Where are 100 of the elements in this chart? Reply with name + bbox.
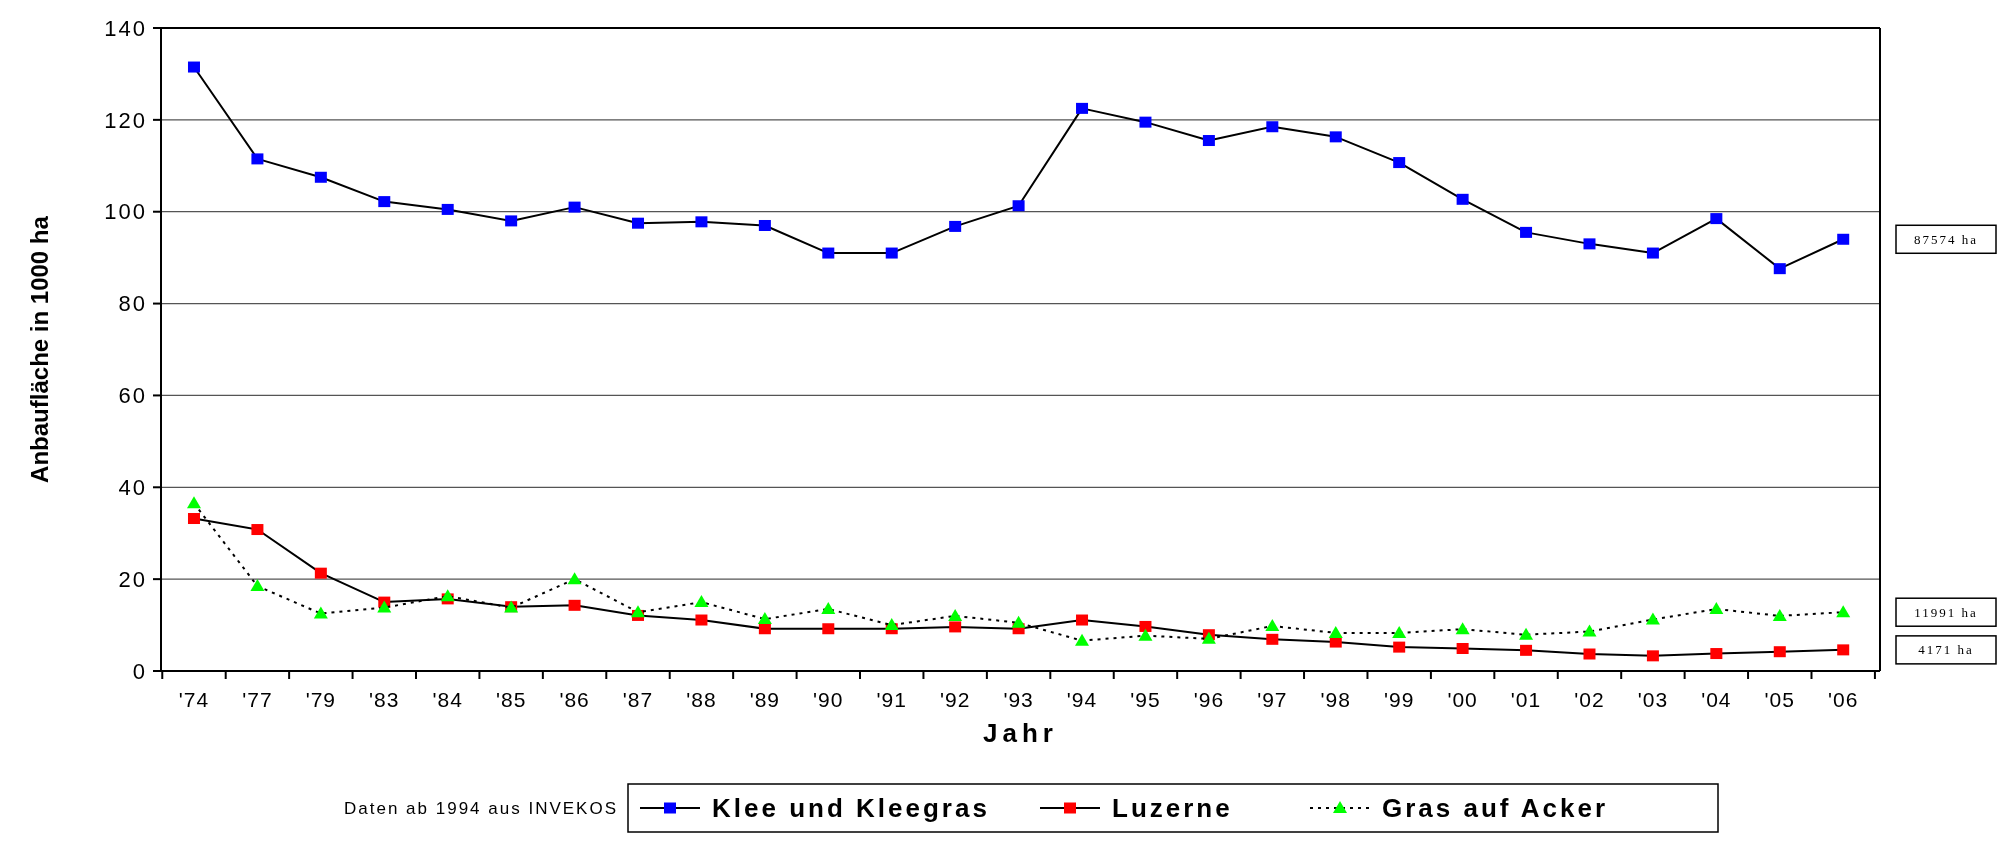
point [1710,213,1723,225]
point [1583,648,1596,660]
point [1138,628,1153,641]
point [821,602,836,614]
legend-label: Klee und Kleegras [712,793,990,824]
point [1709,602,1724,614]
point [1646,247,1659,259]
point [1328,625,1343,638]
point [694,595,709,608]
x-tick-label: '03 [1637,688,1669,711]
point [1329,131,1342,143]
point [1011,615,1026,628]
point [948,608,963,621]
x-tick-label: '98 [1320,688,1351,711]
point [1329,636,1342,648]
x-tick-label: '93 [1003,688,1034,711]
point [1393,641,1406,653]
point [758,219,771,231]
x-tick-label: '02 [1574,688,1605,711]
point [1075,633,1090,646]
x-tick-label: '87 [622,688,654,711]
x-tick-label: '89 [749,688,781,711]
point [1012,200,1025,212]
x-tick-label: '88 [686,688,717,711]
y-tick-label: 100 [104,199,147,225]
text: 4171 ha [1918,642,1974,658]
y-tick-label: 0 [132,658,147,684]
point [885,247,898,259]
point [1773,646,1786,658]
point [632,217,645,229]
point [568,201,581,213]
x-tick-label: '94 [1066,688,1098,711]
point [631,605,646,618]
legend-label: Luzerne [1112,793,1233,824]
point [884,618,899,631]
x-tick-label: '79 [305,688,337,711]
x-tick-label: '92 [939,688,971,711]
x-tick-label: '06 [1828,688,1859,711]
x-tick-label: '95 [1130,688,1161,711]
text: 11991 ha [1914,604,1978,620]
x-tick-label: '85 [495,688,527,711]
y-tick-label: 40 [118,474,147,500]
y-axis-title: Anbaufläche in 1000 ha [26,215,53,483]
y-tick-label: 60 [118,383,147,409]
point [1265,618,1280,631]
x-tick-label: '83 [369,688,400,711]
point [1392,625,1407,638]
point [440,589,455,602]
point [1393,157,1406,169]
point [1710,648,1723,660]
point [1455,622,1470,635]
text: 87574 ha [1913,231,1979,247]
point [186,496,201,509]
x-tick-label: '00 [1447,688,1478,711]
x-tick-label: '97 [1257,688,1288,711]
x-tick-label: '96 [1193,688,1225,711]
y-tick-label: 80 [118,291,147,317]
point [568,599,581,611]
x-tick-label: '74 [178,688,210,711]
point [187,513,200,525]
point [949,220,962,232]
point [505,215,518,227]
point [1646,650,1659,662]
point [250,579,265,592]
x-tick-label: '91 [876,688,907,711]
x-tick-label: '04 [1701,688,1732,711]
point [1202,135,1215,147]
legend-label: Gras auf Acker [1382,793,1609,824]
point [314,171,327,183]
point [251,153,264,165]
x-tick-label: '01 [1510,688,1542,711]
x-axis-title: Jahr [983,718,1058,748]
point [1456,193,1469,205]
point [822,247,835,259]
point [1582,624,1597,637]
x-tick-label: '77 [242,688,273,711]
point [314,567,327,579]
point [378,196,391,208]
point [441,203,454,215]
point [1583,238,1596,250]
x-tick-label: '86 [559,688,590,711]
point [377,600,392,613]
point [1837,233,1850,245]
point [187,61,200,73]
point [1139,116,1152,128]
point [757,612,772,625]
point [1520,644,1533,656]
point [695,614,708,626]
point [567,572,582,585]
y-tick-label: 120 [104,107,147,133]
point [758,623,771,635]
point [822,623,835,635]
point [949,621,962,633]
point [251,524,264,536]
point [1456,643,1469,654]
y-tick-label: 140 [104,15,147,41]
point [1076,614,1089,626]
x-tick-label: '84 [432,688,463,711]
point [1266,633,1279,645]
point [695,216,708,228]
